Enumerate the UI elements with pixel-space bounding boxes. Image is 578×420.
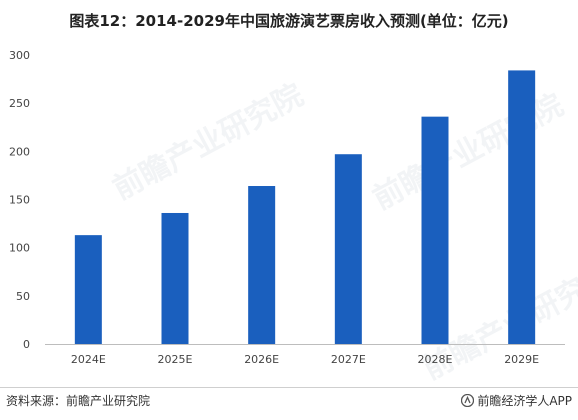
- x-tick-label: 2024E: [71, 353, 106, 366]
- chart-title: 图表12：2014-2029年中国旅游演艺票房收入预测(单位：亿元): [69, 12, 509, 30]
- footer-divider: [0, 387, 578, 388]
- y-tick-label: 0: [23, 338, 30, 351]
- brand-logo-icon: [461, 394, 475, 407]
- y-tick-label: 250: [9, 97, 30, 110]
- x-tick-label: 2027E: [331, 353, 366, 366]
- bar-2024E: [74, 235, 102, 344]
- y-tick-label: 300: [9, 49, 30, 62]
- y-axis-ticks: 0 50 100 150 200 250 300: [9, 49, 30, 351]
- x-tick-label: 2029E: [504, 353, 539, 366]
- bar-2025E: [161, 212, 189, 344]
- source-note: 资料来源：前瞻产业研究院: [6, 394, 151, 408]
- x-tick-label: 2026E: [244, 353, 279, 366]
- y-tick-label: 100: [9, 242, 30, 255]
- x-tick-label: 2028E: [418, 353, 453, 366]
- brand-tag: 前瞻经济学人APP: [461, 392, 572, 409]
- brand-label: 前瞻经济学人APP: [477, 394, 572, 408]
- bars: [74, 70, 536, 344]
- x-axis-ticks: 2024E 2025E 2026E 2027E 2028E 2029E: [71, 353, 539, 366]
- bar-2028E: [421, 116, 449, 344]
- bar-2029E: [508, 70, 536, 344]
- bar-2026E: [248, 186, 276, 344]
- y-tick-label: 50: [16, 290, 30, 303]
- y-tick-label: 150: [9, 194, 30, 207]
- watermark-text: 前瞻产业研究院: [367, 88, 569, 217]
- bar-2027E: [334, 154, 362, 344]
- x-tick-label: 2025E: [158, 353, 193, 366]
- y-tick-label: 200: [9, 145, 30, 158]
- watermark-text: 前瞻产业研究院: [107, 78, 309, 207]
